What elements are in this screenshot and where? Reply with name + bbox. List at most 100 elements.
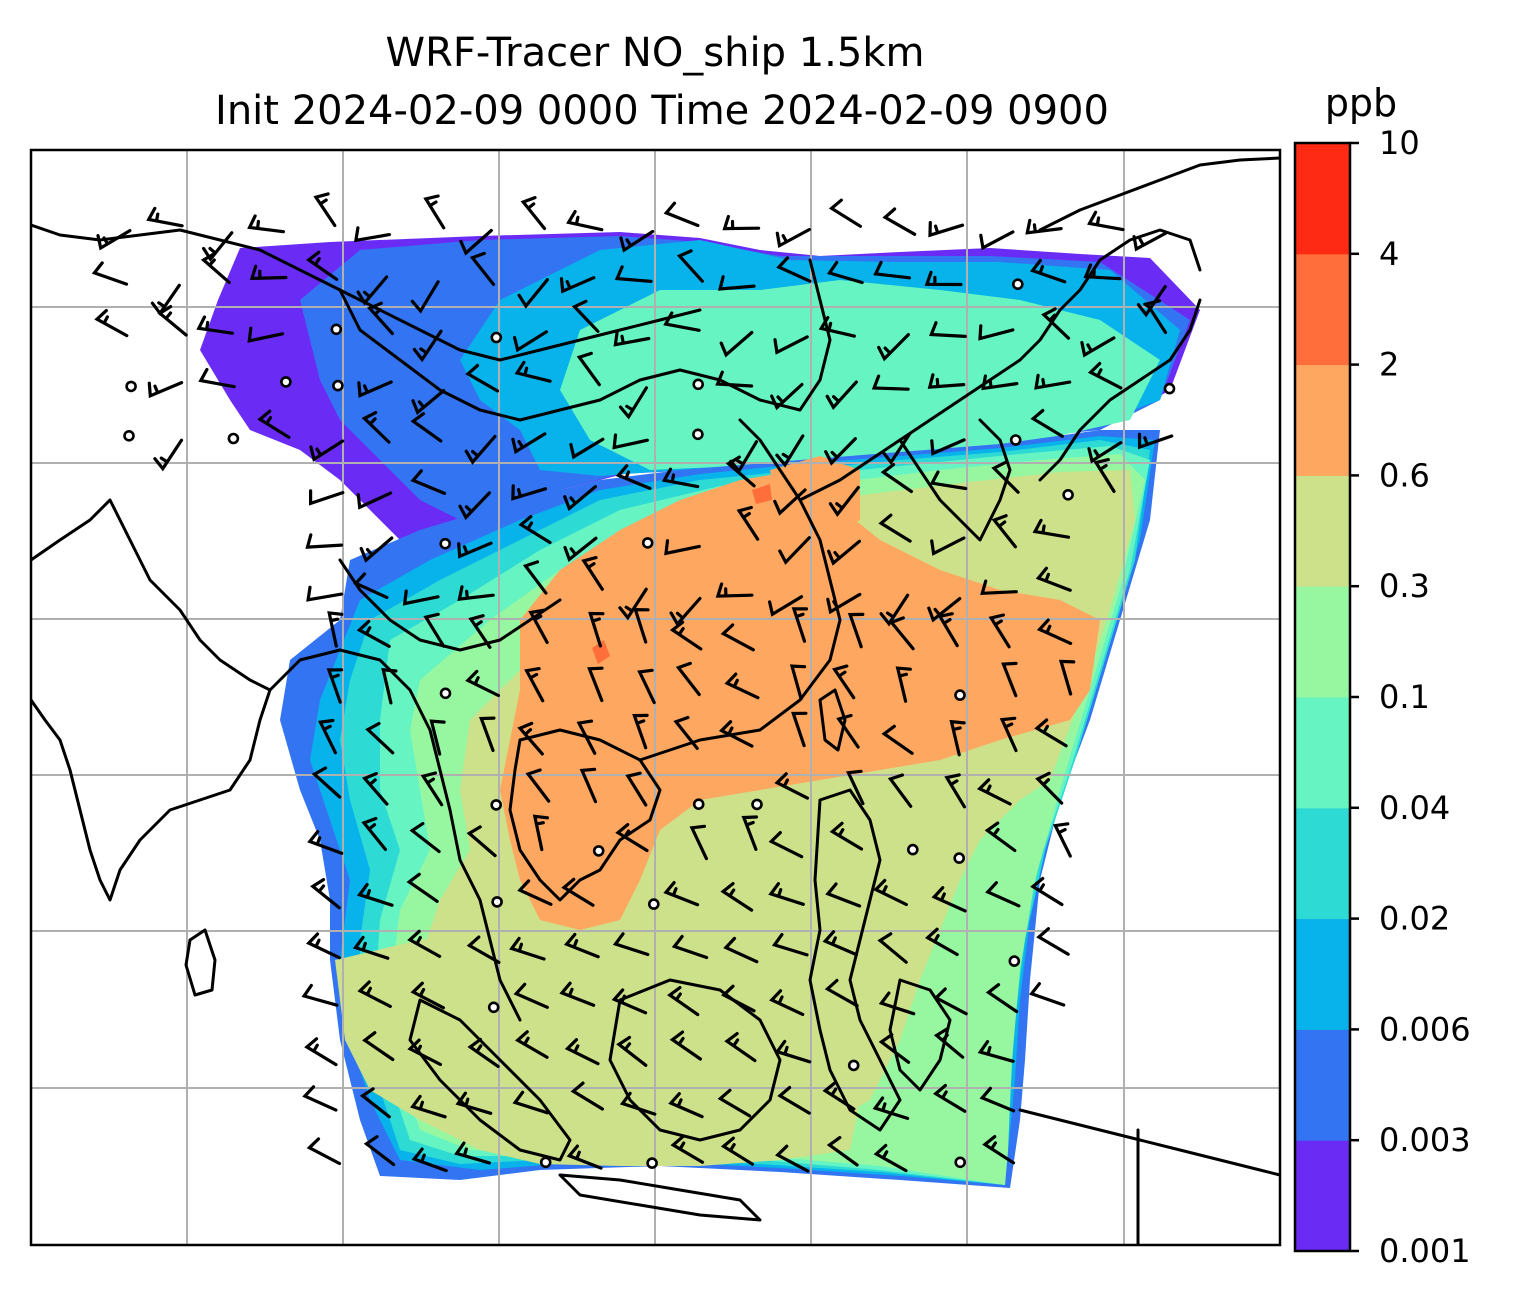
wind-barb-265 bbox=[721, 984, 756, 1013]
wind-barb-220 bbox=[741, 815, 758, 851]
wind-barb-264 bbox=[667, 986, 700, 1017]
wind-barb-268 bbox=[878, 991, 916, 1016]
wind-barb-160 bbox=[720, 623, 755, 652]
wind-barb-252 bbox=[822, 930, 858, 957]
wind-barb-216 bbox=[532, 814, 549, 852]
wind-barb-262 bbox=[559, 981, 596, 1007]
wind-barb-275 bbox=[467, 1037, 500, 1068]
wind-barb-293 bbox=[668, 1092, 704, 1119]
coastline-china-east bbox=[798, 228, 1202, 502]
wind-barb-29 bbox=[469, 251, 496, 286]
wind-barb-307 bbox=[670, 1135, 705, 1164]
wind-barb-310 bbox=[826, 1136, 859, 1167]
wind-barb-154 bbox=[423, 612, 446, 648]
wind-barb-165 bbox=[988, 613, 1011, 649]
wind-barb-107 bbox=[356, 491, 393, 510]
wind-barb-257 bbox=[301, 983, 339, 1007]
wind-barb-305 bbox=[566, 1144, 603, 1170]
wind-barb-34 bbox=[718, 275, 756, 291]
wind-calm-marker-67 bbox=[280, 376, 292, 388]
wind-barb-242 bbox=[306, 932, 341, 960]
wind-barb-180 bbox=[1001, 661, 1018, 698]
wind-barb-65 bbox=[147, 381, 184, 399]
field-region-red-spot2 bbox=[752, 484, 772, 504]
wind-barb-295 bbox=[777, 1085, 811, 1115]
coastline-taiwan bbox=[818, 688, 847, 752]
colorbar-swatch-4 bbox=[1295, 697, 1350, 809]
wind-barb-130 bbox=[736, 505, 760, 541]
colorbar-swatch-7 bbox=[1295, 364, 1350, 476]
wind-barb-109 bbox=[458, 491, 491, 521]
wind-barb-195 bbox=[999, 716, 1018, 753]
coastline-china-south bbox=[638, 418, 842, 762]
wind-barb-175 bbox=[724, 672, 760, 700]
wind-barb-280 bbox=[724, 1032, 757, 1063]
wind-barb-177 bbox=[832, 664, 856, 700]
wind-barb-70 bbox=[411, 389, 446, 416]
wind-barb-20 bbox=[1087, 210, 1125, 232]
wind-barb-48 bbox=[367, 301, 394, 336]
wind-barb-31 bbox=[559, 276, 596, 294]
wind-barb-191 bbox=[791, 711, 808, 748]
wind-barb-249 bbox=[671, 934, 709, 960]
wind-barb-311 bbox=[873, 1143, 908, 1173]
wind-barb-259 bbox=[410, 981, 445, 1010]
wind-calm-marker-96 bbox=[692, 428, 704, 441]
wind-barb-59 bbox=[928, 321, 967, 338]
wind-barb-274 bbox=[407, 1038, 442, 1066]
wind-barb-62 bbox=[1080, 336, 1116, 358]
wind-barb-103 bbox=[1030, 408, 1064, 438]
wind-barb-211 bbox=[1035, 771, 1064, 805]
wind-barb-17 bbox=[928, 221, 965, 238]
wind-barb-74 bbox=[618, 386, 648, 420]
wind-barb-201 bbox=[525, 768, 551, 803]
wind-barb-301 bbox=[363, 1135, 396, 1167]
wind-barb-105 bbox=[1137, 432, 1174, 450]
colorbar-swatch-1 bbox=[1295, 1029, 1350, 1141]
wind-barb-19 bbox=[1025, 218, 1063, 235]
wind-barb-168 bbox=[381, 667, 398, 705]
wind-barb-16 bbox=[882, 207, 917, 236]
coastline-philippines bbox=[808, 788, 902, 1132]
wind-barb-71 bbox=[465, 363, 499, 393]
wind-barb-60 bbox=[978, 324, 1015, 341]
wind-barb-52 bbox=[571, 299, 600, 333]
wind-barb-218 bbox=[615, 823, 649, 853]
wind-calm-marker-68 bbox=[332, 379, 344, 392]
wind-barb-162 bbox=[847, 612, 865, 649]
wind-calm-marker-304 bbox=[539, 1156, 552, 1169]
wind-barb-125 bbox=[457, 541, 493, 559]
wind-barb-232 bbox=[561, 877, 595, 907]
wind-barb-156 bbox=[528, 608, 549, 644]
wind-barb-241 bbox=[1030, 876, 1064, 907]
wind-barb-99 bbox=[824, 437, 857, 466]
wind-barb-134 bbox=[930, 536, 966, 556]
wind-barb-129 bbox=[664, 539, 701, 556]
wind-barb-77 bbox=[770, 382, 804, 411]
wind-barb-28 bbox=[410, 280, 440, 314]
wind-barb-35 bbox=[776, 256, 812, 283]
wind-barb-95 bbox=[612, 433, 649, 450]
colorbar-swatch-6 bbox=[1295, 475, 1350, 587]
wind-barb-121 bbox=[1093, 458, 1116, 493]
wind-barb-185 bbox=[479, 716, 496, 752]
wind-calm-marker-200 bbox=[490, 799, 503, 811]
wind-barb-213 bbox=[361, 816, 387, 851]
wind-barb-239 bbox=[931, 886, 967, 913]
wind-calm-marker-217 bbox=[592, 845, 605, 857]
wind-calm-marker-230 bbox=[491, 896, 503, 908]
wind-barb-187 bbox=[576, 719, 597, 755]
wind-barb-45 bbox=[196, 315, 234, 335]
map-panel bbox=[31, 150, 1280, 1245]
wind-barb-112 bbox=[615, 464, 652, 490]
wind-barb-277 bbox=[564, 1038, 600, 1066]
wind-barb-228 bbox=[356, 883, 394, 907]
wind-barb-285 bbox=[977, 1040, 1015, 1063]
wind-barb-171 bbox=[524, 667, 545, 703]
wind-barb-21 bbox=[1132, 231, 1168, 252]
wind-barb-27 bbox=[356, 275, 389, 306]
wind-calm-marker-39 bbox=[1011, 278, 1024, 291]
wind-barb-22 bbox=[91, 261, 129, 286]
wind-barb-226 bbox=[1052, 822, 1072, 858]
coastline-sri-lanka bbox=[184, 928, 217, 997]
